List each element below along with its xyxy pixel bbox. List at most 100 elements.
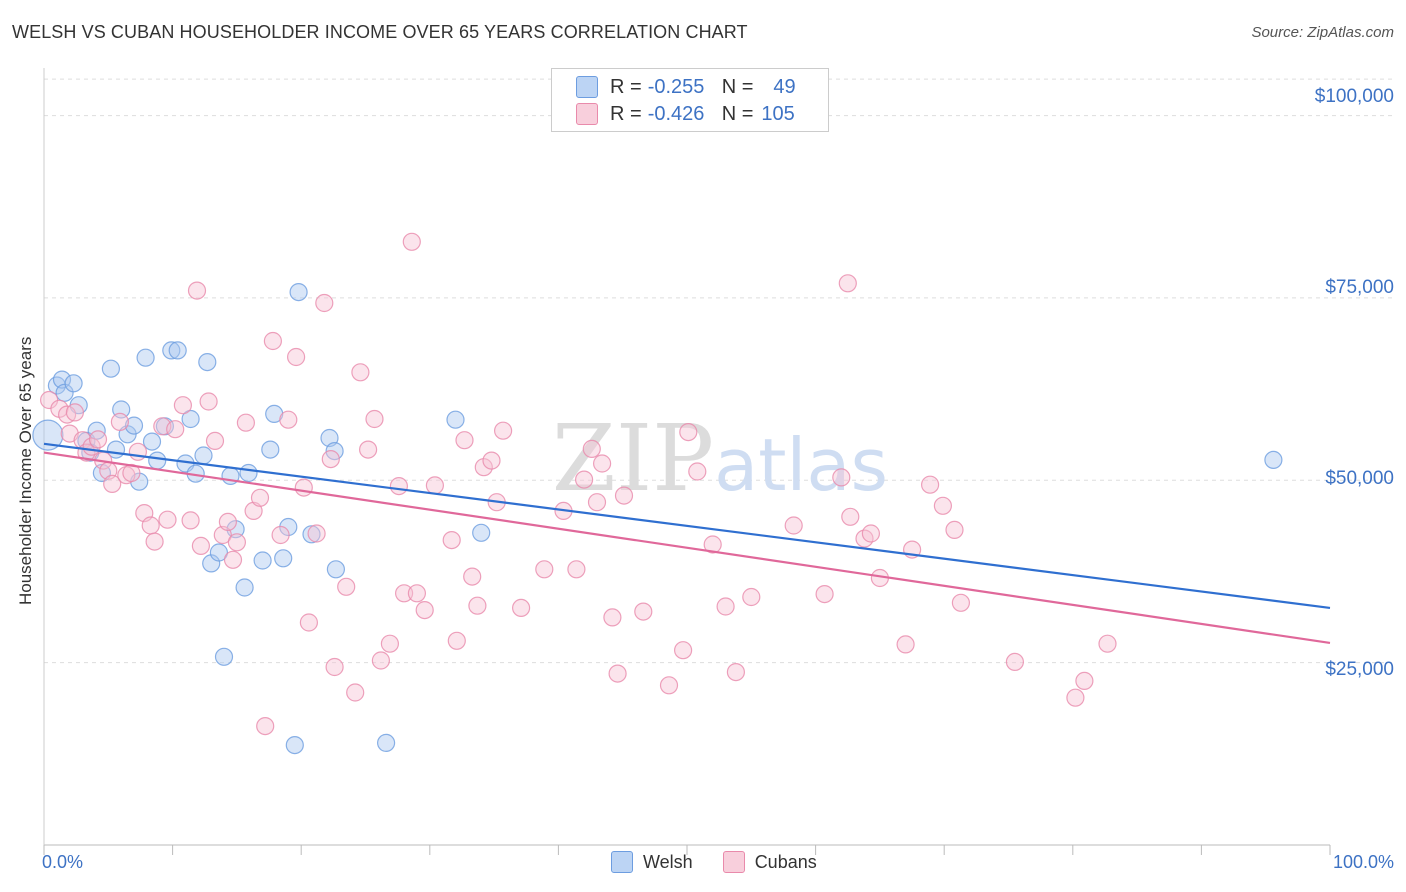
welsh-point[interactable] — [261, 440, 280, 459]
cubans-point[interactable] — [494, 421, 513, 440]
cubans-point[interactable] — [841, 507, 860, 526]
cubans-point[interactable] — [951, 593, 971, 612]
cubans-point[interactable] — [158, 510, 177, 529]
welsh-point[interactable] — [446, 410, 465, 429]
cubans-point[interactable] — [395, 584, 414, 603]
cubans-point[interactable] — [65, 403, 85, 422]
cubans-point[interactable] — [673, 641, 693, 660]
legend-item-cubans[interactable]: Cubans — [722, 851, 817, 873]
cubans-point[interactable] — [128, 442, 147, 461]
cubans-point[interactable] — [511, 598, 531, 618]
cubans-point[interactable] — [415, 600, 434, 620]
welsh-point[interactable] — [214, 647, 234, 666]
cubans-point[interactable] — [688, 462, 707, 481]
cubans-point[interactable] — [346, 683, 365, 702]
cubans-point[interactable] — [608, 664, 627, 683]
cubans-point[interactable] — [861, 524, 881, 543]
cubans-point[interactable] — [726, 662, 746, 682]
cubans-point[interactable] — [1066, 688, 1085, 707]
cubans-point[interactable] — [205, 431, 225, 450]
cubans-point[interactable] — [442, 530, 461, 550]
cubans-point[interactable] — [587, 493, 607, 512]
cubans-point[interactable] — [407, 584, 426, 603]
cubans-point[interactable] — [455, 431, 474, 450]
cubans-point[interactable] — [351, 363, 370, 382]
cubans-point[interactable] — [110, 412, 130, 431]
cubans-point[interactable] — [535, 560, 554, 579]
cubans-point[interactable] — [659, 676, 679, 695]
cubans-point[interactable] — [634, 602, 653, 621]
welsh-point[interactable] — [52, 370, 72, 389]
cubans-point[interactable] — [463, 567, 482, 586]
cubans-point[interactable] — [256, 716, 275, 736]
welsh-point[interactable] — [168, 341, 187, 360]
cubans-point[interactable] — [582, 439, 601, 458]
cubans-point[interactable] — [603, 608, 622, 627]
cubans-point[interactable] — [166, 420, 185, 439]
welsh-point[interactable] — [101, 359, 121, 378]
welsh-point[interactable] — [124, 416, 144, 435]
welsh-point[interactable] — [472, 523, 491, 542]
cubans-point[interactable] — [294, 478, 313, 497]
cubans-point[interactable] — [371, 651, 390, 670]
welsh-point[interactable] — [136, 348, 155, 367]
cubans-point[interactable] — [103, 474, 122, 493]
welsh-point[interactable] — [285, 735, 304, 755]
cubans-point[interactable] — [425, 476, 444, 495]
cubans-point[interactable] — [307, 524, 326, 543]
cubans-point[interactable] — [199, 392, 218, 411]
welsh-point[interactable] — [274, 549, 293, 568]
cubans-point[interactable] — [703, 535, 722, 554]
welsh-point[interactable] — [302, 525, 321, 544]
welsh-point[interactable] — [239, 463, 258, 483]
cubans-point[interactable] — [88, 430, 108, 449]
welsh-point[interactable] — [64, 374, 83, 393]
cubans-point[interactable] — [337, 577, 356, 596]
cubans-point[interactable] — [227, 533, 246, 552]
cubans-point[interactable] — [191, 536, 210, 556]
cubans-point[interactable] — [287, 347, 306, 367]
cubans-point[interactable] — [592, 454, 612, 473]
cubans-point[interactable] — [447, 631, 466, 650]
cubans-point[interactable] — [145, 532, 164, 551]
cubans-point[interactable] — [299, 613, 318, 632]
cubans-point[interactable] — [1075, 671, 1094, 691]
welsh-point[interactable] — [142, 432, 162, 451]
cubans-point[interactable] — [896, 635, 915, 654]
cubans-point[interactable] — [359, 440, 378, 459]
cubans-point[interactable] — [218, 512, 237, 532]
cubans-point[interactable] — [784, 516, 803, 535]
cubans-point[interactable] — [832, 468, 851, 487]
cubans-point[interactable] — [482, 451, 501, 470]
welsh-point[interactable] — [1264, 450, 1283, 469]
cubans-point[interactable] — [187, 281, 207, 300]
cubans-point[interactable] — [181, 511, 200, 530]
cubans-point[interactable] — [945, 520, 964, 540]
legend-item-welsh[interactable]: Welsh — [611, 851, 693, 873]
cubans-point[interactable] — [315, 293, 334, 313]
cubans-point[interactable] — [838, 274, 857, 293]
welsh-point[interactable] — [235, 578, 254, 597]
cubans-point[interactable] — [1098, 634, 1117, 653]
cubans-point[interactable] — [742, 587, 761, 607]
cubans-point[interactable] — [933, 496, 953, 515]
cubans-point[interactable] — [365, 409, 384, 429]
cubans-point[interactable] — [141, 516, 160, 535]
cubans-point[interactable] — [263, 331, 282, 351]
cubans-point[interactable] — [250, 488, 270, 507]
cubans-point[interactable] — [614, 486, 634, 505]
welsh-point[interactable] — [209, 543, 228, 562]
welsh-point[interactable] — [377, 733, 396, 753]
cubans-point[interactable] — [679, 423, 698, 442]
welsh-point[interactable] — [289, 283, 308, 302]
cubans-point[interactable] — [380, 634, 399, 653]
cubans-point[interactable] — [567, 560, 586, 579]
cubans-point[interactable] — [468, 596, 487, 615]
cubans-point[interactable] — [815, 584, 834, 604]
welsh-point[interactable] — [194, 446, 213, 465]
cubans-point[interactable] — [716, 597, 735, 616]
welsh-point[interactable] — [32, 419, 64, 451]
welsh-point[interactable] — [253, 551, 272, 570]
welsh-point[interactable] — [162, 341, 181, 360]
welsh-point[interactable] — [326, 560, 345, 579]
